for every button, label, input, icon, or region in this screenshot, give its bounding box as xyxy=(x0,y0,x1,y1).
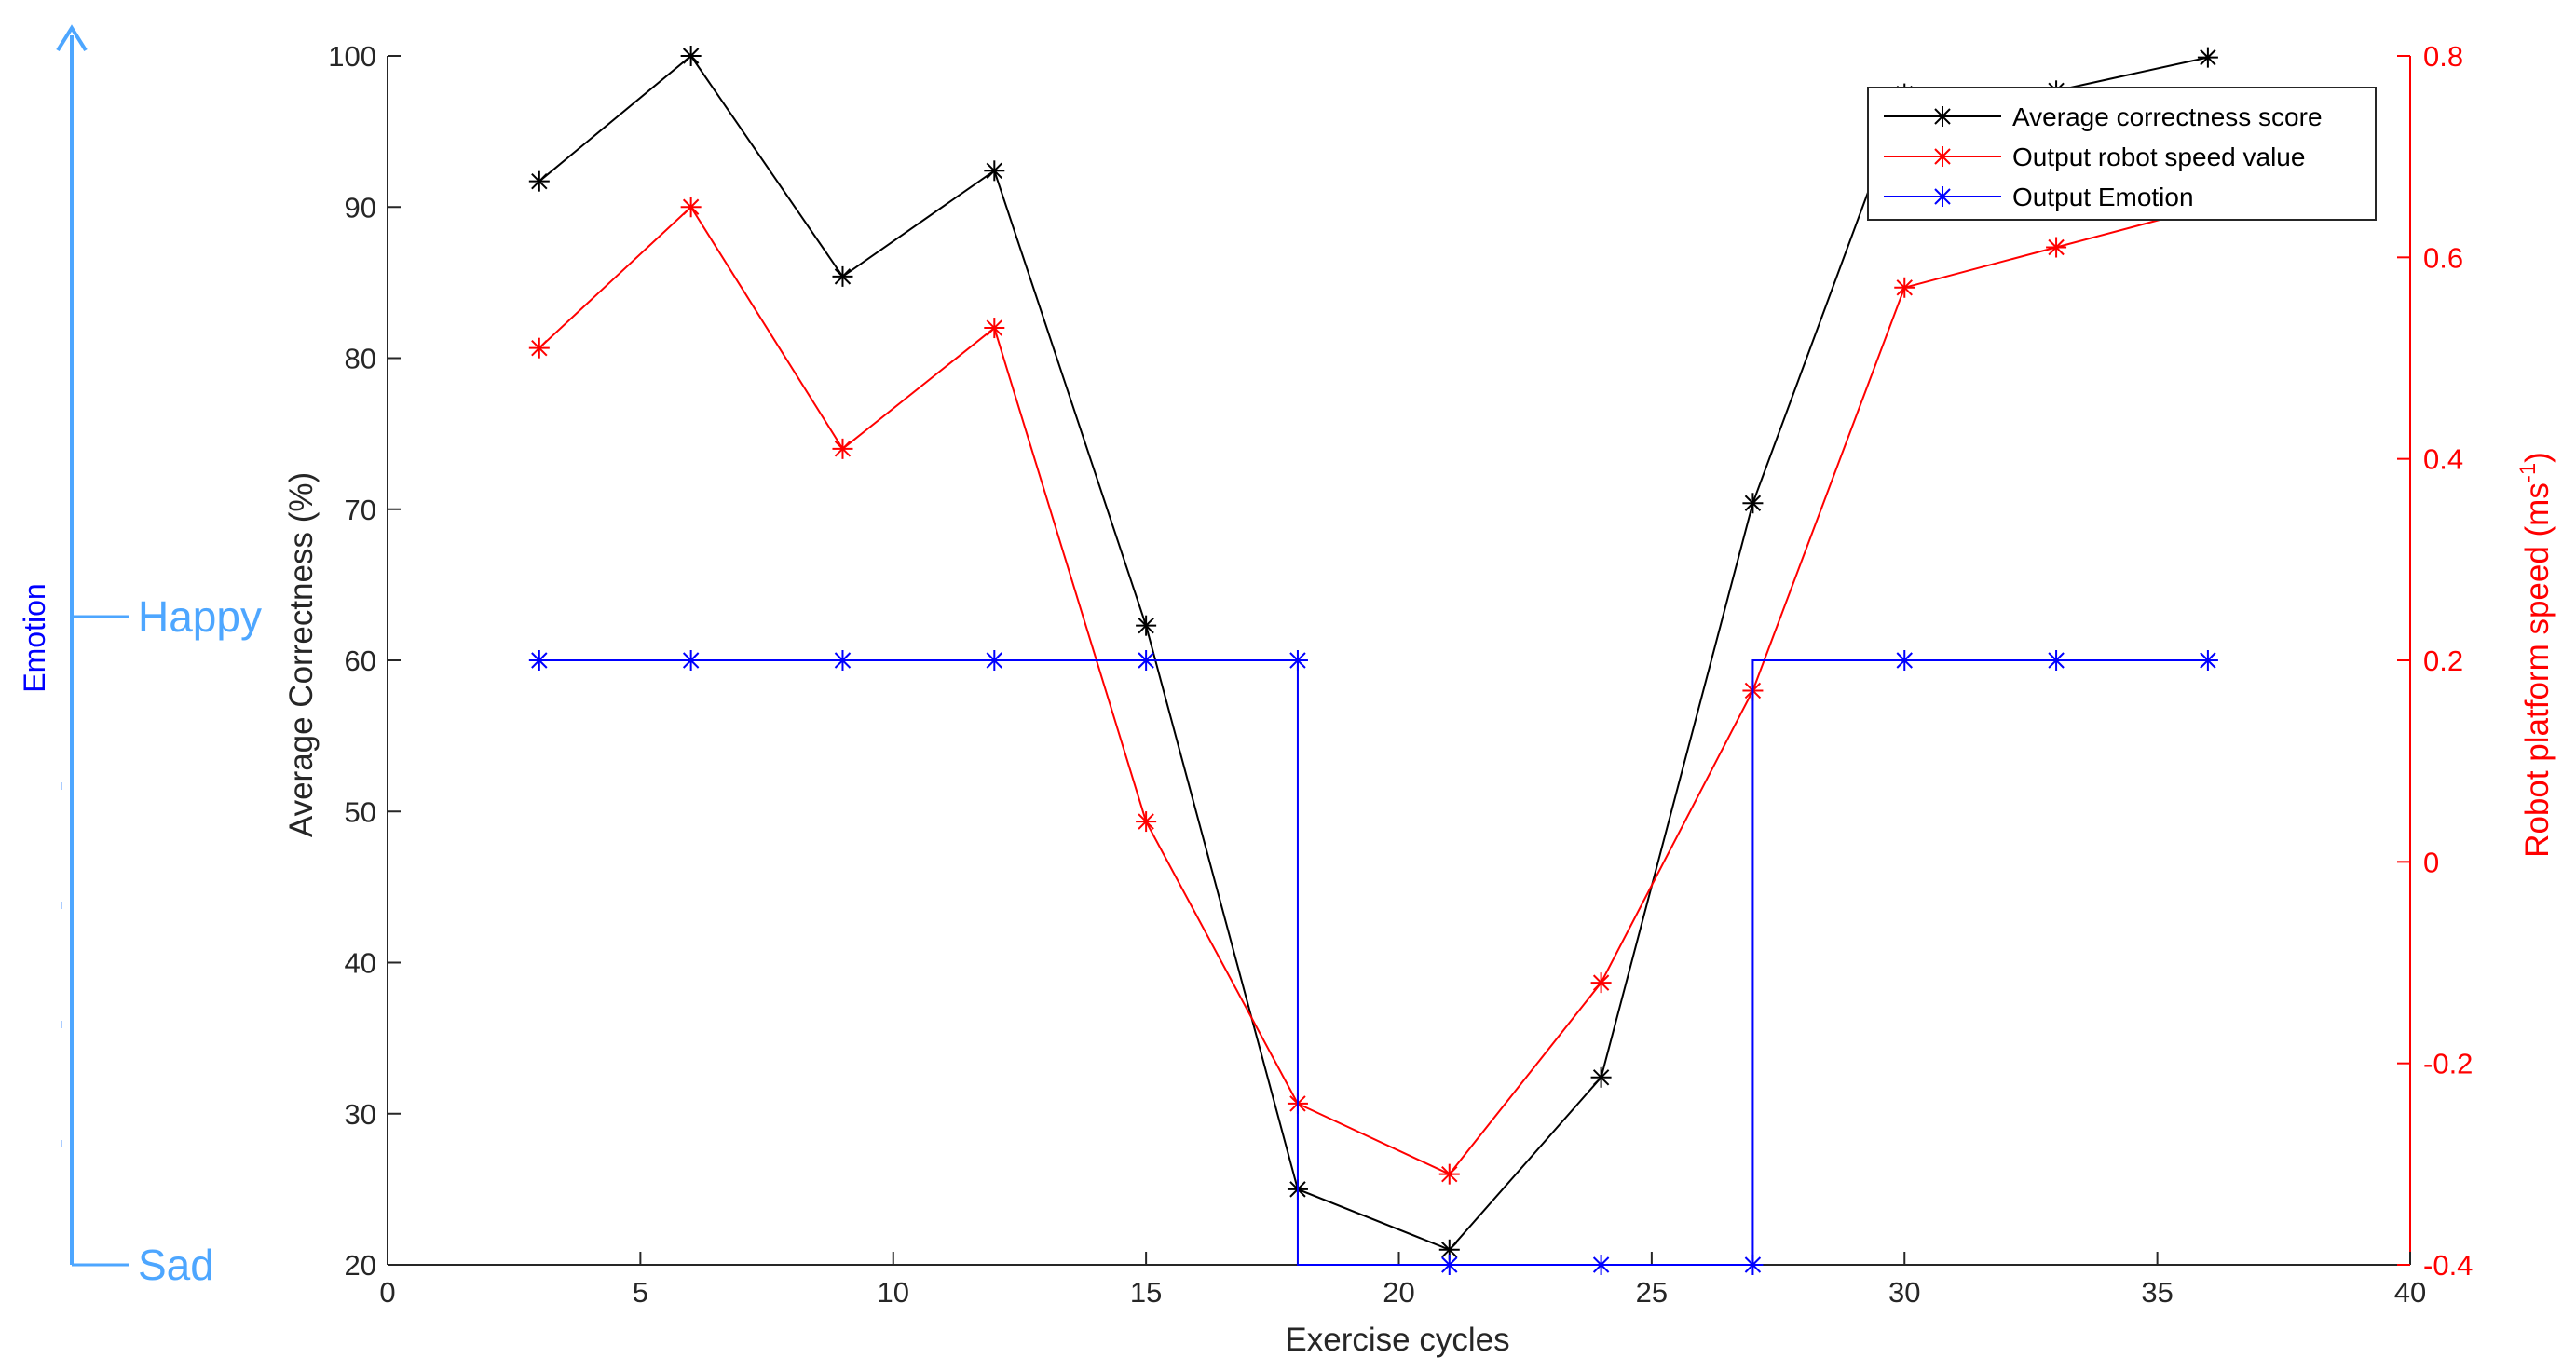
y-axis-title-right-main: Robot platform speed (ms xyxy=(2519,482,2556,858)
y-axis-title-left: Average Correctness (%) xyxy=(283,472,320,837)
y-tick-label-right: 0.4 xyxy=(2423,443,2463,476)
data-point xyxy=(832,438,853,459)
data-point xyxy=(984,160,1005,182)
y-tick-label-left: 30 xyxy=(345,1098,376,1131)
data-point xyxy=(680,197,702,218)
emotion-axis-arrow xyxy=(56,24,88,52)
x-tick-label: 25 xyxy=(1636,1276,1668,1309)
emotion-level-happy: Happy xyxy=(138,592,262,641)
x-tick-label: 30 xyxy=(1888,1276,1920,1309)
x-tick-label: 35 xyxy=(2141,1276,2173,1309)
legend-entry: Average correctness score xyxy=(1884,102,2323,131)
data-point xyxy=(1136,615,1157,636)
legend-label-correctness: Average correctness score xyxy=(2012,102,2323,131)
x-tick-label: 15 xyxy=(1130,1276,1162,1309)
emotion-level-sad: Sad xyxy=(138,1241,214,1289)
series-line-1 xyxy=(538,205,2209,1175)
legend-label-speed: Output robot speed value xyxy=(2012,143,2305,171)
series-line-emotion xyxy=(538,659,2208,1266)
x-tick-label: 40 xyxy=(2394,1276,2426,1309)
y-tick-label-left: 60 xyxy=(345,645,376,677)
legend-marker-correctness xyxy=(1932,106,1953,127)
x-tick-label: 5 xyxy=(633,1276,648,1309)
data-point xyxy=(832,650,853,671)
y-tick-label-right: 0.6 xyxy=(2423,241,2463,274)
legend-marker-emotion xyxy=(1932,186,1953,207)
data-point xyxy=(2197,47,2218,68)
data-point xyxy=(1742,1255,1764,1275)
x-axis-title: Exercise cycles xyxy=(1285,1322,1509,1358)
series-layer xyxy=(528,46,2218,1275)
data-point xyxy=(1287,650,1308,671)
y-tick-label-right: -0.2 xyxy=(2423,1048,2473,1080)
y-tick-label-left: 90 xyxy=(345,191,376,224)
legend-box xyxy=(1867,87,2377,221)
y-axis-title-right-sup: -1 xyxy=(2515,463,2541,482)
y-axis-title-right: Robot platform speed (ms-1) xyxy=(2515,452,2556,858)
y-tick-label-right: 0 xyxy=(2423,846,2439,878)
data-point xyxy=(680,650,702,671)
x-tick-label: 0 xyxy=(379,1276,395,1309)
series-line-0 xyxy=(538,54,2209,1251)
data-point xyxy=(1590,1066,1612,1088)
axes: 0 5 10 15 20 25 30 35 40 20 30 40 50 60 70 80 90 100 -0.4 -… xyxy=(328,40,2473,1309)
y-tick-label-right: -0.4 xyxy=(2423,1249,2473,1282)
data-point xyxy=(1742,493,1764,514)
legend: Average correctness score Output robot s… xyxy=(1867,87,2377,221)
data-point xyxy=(984,318,1005,339)
data-point xyxy=(528,650,550,671)
data-point xyxy=(1590,972,1612,994)
series-2 xyxy=(528,650,2218,1275)
data-point xyxy=(2046,650,2067,671)
data-point xyxy=(1438,1255,1460,1275)
data-point xyxy=(832,265,853,287)
data-point xyxy=(680,46,702,66)
series-1 xyxy=(528,197,2218,1185)
legend-marker-glyph xyxy=(1932,106,1953,127)
data-point xyxy=(2046,237,2067,258)
y-tick-label-left: 20 xyxy=(345,1249,376,1282)
y-tick-label-left: 70 xyxy=(345,494,376,526)
y-axis-title-right-close: ) xyxy=(2519,452,2556,463)
y-tick-label-left: 100 xyxy=(328,40,376,73)
data-point xyxy=(1438,1163,1460,1185)
emotion-axis-title: Emotion xyxy=(18,583,51,692)
series-0 xyxy=(528,46,2218,1260)
data-point xyxy=(1590,1255,1612,1275)
legend-label-emotion: Output Emotion xyxy=(2012,183,2194,211)
data-point xyxy=(984,650,1005,671)
y-tick-label-left: 40 xyxy=(345,947,376,980)
legend-marker-glyph xyxy=(1932,146,1953,167)
data-point xyxy=(528,170,550,192)
y-tick-label-right: 0.8 xyxy=(2423,40,2463,73)
data-point xyxy=(528,337,550,359)
legend-marker-glyph xyxy=(1932,186,1953,207)
emotion-axis: Happy Sad Emotion xyxy=(18,24,262,1289)
x-tick-label: 20 xyxy=(1383,1276,1414,1309)
legend-entry: Output Emotion xyxy=(1884,183,2194,211)
data-point xyxy=(1136,811,1157,833)
x-tick-label: 10 xyxy=(878,1276,909,1309)
data-point xyxy=(1136,650,1157,671)
y-tick-label-left: 50 xyxy=(345,795,376,828)
data-point xyxy=(1894,277,1915,298)
y-tick-label-right: 0.2 xyxy=(2423,645,2463,677)
legend-marker-speed xyxy=(1932,146,1953,167)
data-point xyxy=(1894,650,1915,671)
legend-entry: Output robot speed value xyxy=(1884,143,2305,171)
y-tick-label-left: 80 xyxy=(345,343,376,375)
data-point xyxy=(2197,650,2218,671)
